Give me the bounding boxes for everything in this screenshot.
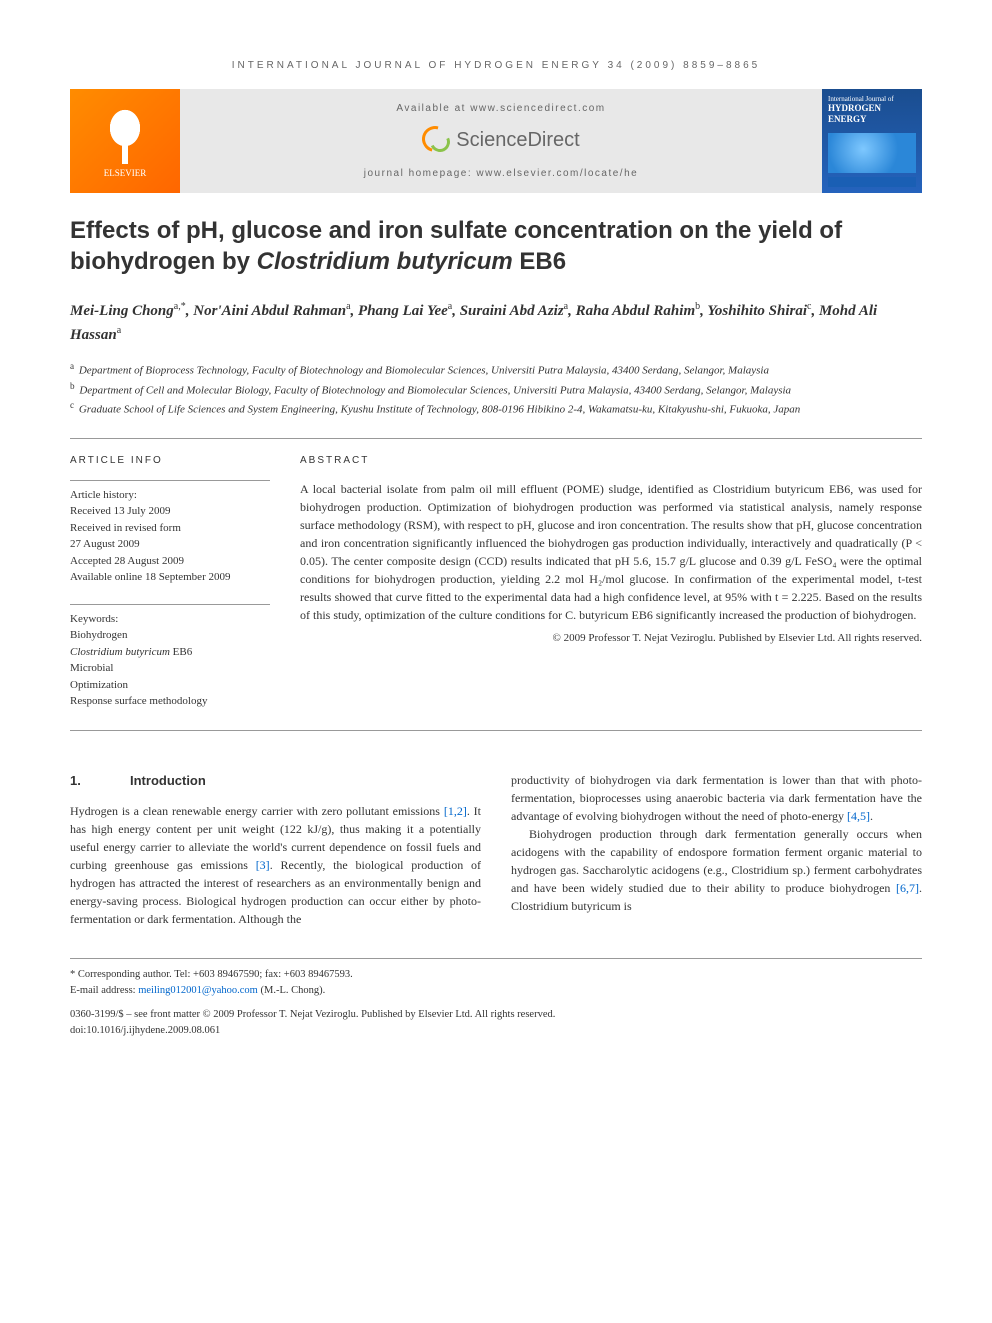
citation-link[interactable]: [4,5] <box>847 809 870 823</box>
affiliations: a Department of Bioprocess Technology, F… <box>70 360 922 417</box>
footnotes: * Corresponding author. Tel: +603 894675… <box>70 967 922 999</box>
body-column-left: 1.Introduction Hydrogen is a clean renew… <box>70 771 481 929</box>
history-line: 27 August 2009 <box>70 536 270 553</box>
elsevier-logo: ELSEVIER <box>70 89 180 193</box>
article-history: Article history: Received 13 July 2009Re… <box>70 480 270 586</box>
cover-supertitle: International Journal of <box>828 95 916 103</box>
paragraph: productivity of biohydrogen via dark fer… <box>511 771 922 825</box>
history-line: Available online 18 September 2009 <box>70 569 270 586</box>
section-number: 1. <box>70 771 130 791</box>
section-heading: 1.Introduction <box>70 771 481 791</box>
citation-link[interactable]: [3] <box>256 858 270 872</box>
cover-strip <box>828 177 916 187</box>
history-line: Received 13 July 2009 <box>70 503 270 520</box>
journal-homepage-text: journal homepage: www.elsevier.com/locat… <box>364 168 638 179</box>
abstract-copyright: © 2009 Professor T. Nejat Veziroglu. Pub… <box>300 630 922 647</box>
banner-center: Available at www.sciencedirect.com Scien… <box>180 89 822 193</box>
page-footer: * Corresponding author. Tel: +603 894675… <box>70 958 922 1038</box>
available-at-text: Available at www.sciencedirect.com <box>396 103 605 114</box>
front-matter-line: 0360-3199/$ – see front matter © 2009 Pr… <box>70 1007 922 1023</box>
paragraph: Hydrogen is a clean renewable energy car… <box>70 802 481 928</box>
running-header: INTERNATIONAL JOURNAL OF HYDROGEN ENERGY… <box>70 60 922 71</box>
cover-image-icon <box>828 133 916 173</box>
body-text: 1.Introduction Hydrogen is a clean renew… <box>70 771 922 929</box>
body-text-run: . <box>870 809 873 823</box>
title-suffix: EB6 <box>513 248 566 275</box>
keyword-line: Biohydrogen <box>70 627 270 644</box>
email-label: E-mail address: <box>70 985 138 996</box>
doi-line: doi:10.1016/j.ijhydene.2009.08.061 <box>70 1023 922 1039</box>
article-info-header: ARTICLE INFO <box>70 453 270 468</box>
affiliation-line: b Department of Cell and Molecular Biolo… <box>70 380 922 399</box>
title-species: Clostridium butyricum <box>257 248 513 275</box>
keywords-block: Keywords: BiohydrogenClostridium butyric… <box>70 604 270 710</box>
paragraph: Biohydrogen production through dark ferm… <box>511 825 922 915</box>
abstract-header: ABSTRACT <box>300 453 922 468</box>
sciencedirect-swoosh-icon <box>422 126 450 154</box>
article-title: Effects of pH, glucose and iron sulfate … <box>70 215 922 277</box>
sciencedirect-logo: ScienceDirect <box>422 126 579 154</box>
body-text-run: Biohydrogen production through dark ferm… <box>511 827 922 895</box>
cover-title: HYDROGEN ENERGY <box>828 103 916 125</box>
keywords-label: Keywords: <box>70 611 270 628</box>
body-column-right: productivity of biohydrogen via dark fer… <box>511 771 922 929</box>
history-line: Accepted 28 August 2009 <box>70 553 270 570</box>
affiliation-line: c Graduate School of Life Sciences and S… <box>70 399 922 418</box>
sciencedirect-wordmark: ScienceDirect <box>456 129 579 152</box>
section-title: Introduction <box>130 773 206 788</box>
publisher-name: ELSEVIER <box>104 168 147 178</box>
keyword-line: Clostridium butyricum EB6 <box>70 644 270 661</box>
elsevier-tree-icon <box>100 104 150 164</box>
author-list: Mei-Ling Chonga,*, Nor'Aini Abdul Rahman… <box>70 299 922 346</box>
journal-cover-thumbnail: International Journal of HYDROGEN ENERGY <box>822 89 922 193</box>
email-name: (M.-L. Chong). <box>258 985 325 996</box>
keyword-line: Microbial <box>70 660 270 677</box>
abstract-column: ABSTRACT A local bacterial isolate from … <box>300 453 922 710</box>
email-link[interactable]: meiling012001@yahoo.com <box>138 985 258 996</box>
keyword-line: Response surface methodology <box>70 693 270 710</box>
body-text-run: Hydrogen is a clean renewable energy car… <box>70 804 444 818</box>
corresponding-author: * Corresponding author. Tel: +603 894675… <box>70 967 922 983</box>
email-line: E-mail address: meiling012001@yahoo.com … <box>70 983 922 999</box>
journal-banner: ELSEVIER Available at www.sciencedirect.… <box>70 89 922 193</box>
history-label: Article history: <box>70 487 270 504</box>
citation-link[interactable]: [1,2] <box>444 804 467 818</box>
history-line: Received in revised form <box>70 520 270 537</box>
keyword-line: Optimization <box>70 677 270 694</box>
affiliation-line: a Department of Bioprocess Technology, F… <box>70 360 922 379</box>
article-info-column: ARTICLE INFO Article history: Received 1… <box>70 453 270 710</box>
citation-link[interactable]: [6,7] <box>896 881 919 895</box>
abstract-text: A local bacterial isolate from palm oil … <box>300 480 922 624</box>
